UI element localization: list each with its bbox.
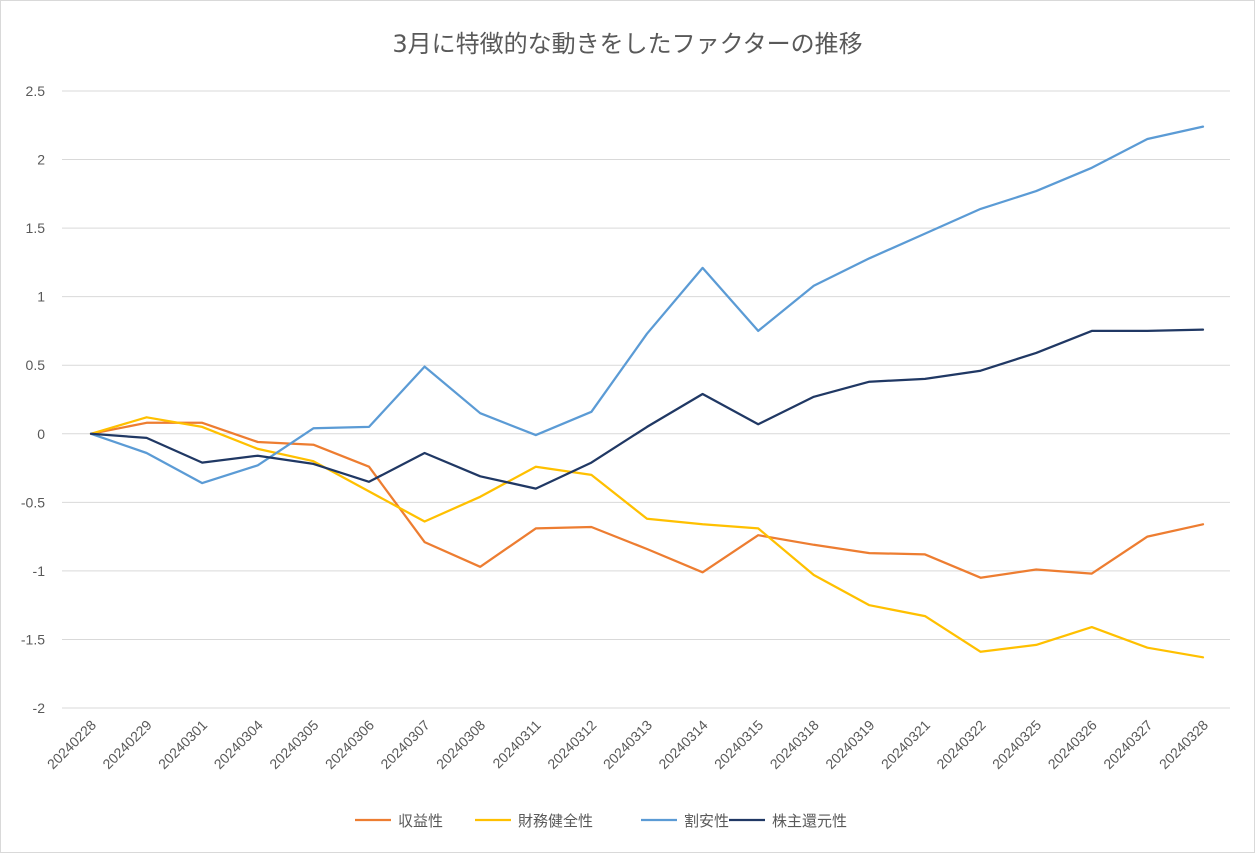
legend-label: 割安性 (684, 812, 729, 830)
x-tick-label: 20240321 (878, 717, 934, 773)
chart-title: 3月に特徴的な動きをしたファクターの推移 (392, 30, 863, 58)
x-tick-label: 20240306 (322, 717, 378, 773)
legend-label: 財務健全性 (518, 812, 593, 830)
y-tick-label: 0.5 (26, 357, 46, 373)
x-tick-label: 20240228 (44, 717, 100, 773)
x-tick-label: 20240301 (155, 717, 211, 773)
x-tick-label: 20240327 (1100, 717, 1156, 773)
y-tick-label: -1 (33, 563, 46, 579)
y-axis-ticks: 2.5 2 1.5 1 0.5 0 -0.5 -1 -1.5 -2 (21, 83, 45, 716)
x-tick-label: 20240304 (211, 717, 267, 773)
series-line (89, 421, 1205, 579)
series-line (89, 328, 1205, 490)
y-tick-label: 2 (37, 152, 45, 168)
legend-label: 収益性 (398, 812, 443, 830)
x-tick-label: 20240308 (433, 717, 489, 773)
series-line (89, 416, 1205, 659)
x-tick-label: 20240307 (377, 717, 433, 773)
y-tick-label: -2 (33, 700, 46, 716)
x-tick-label: 20240229 (99, 717, 155, 773)
y-tick-label: 0 (37, 426, 45, 442)
gridlines (62, 90, 1230, 709)
x-tick-label: 20240313 (600, 717, 656, 773)
legend: 収益性 財務健全性 割安性 株主還元性 (355, 812, 847, 830)
series-lines (89, 125, 1205, 659)
x-tick-label: 20240312 (544, 717, 600, 773)
x-tick-label: 20240305 (266, 717, 322, 773)
y-tick-label: 1 (37, 289, 45, 305)
y-tick-label: 2.5 (26, 83, 46, 99)
x-tick-label: 20240322 (933, 717, 989, 773)
x-tick-label: 20240315 (711, 717, 767, 773)
x-tick-label: 20240325 (989, 717, 1045, 773)
x-tick-label: 20240326 (1045, 717, 1101, 773)
legend-label: 株主還元性 (772, 812, 847, 830)
x-tick-label: 20240328 (1156, 717, 1212, 773)
series-line (89, 125, 1205, 485)
y-tick-label: -0.5 (21, 494, 45, 510)
x-tick-label: 20240319 (822, 717, 878, 773)
x-tick-label: 20240311 (489, 717, 544, 772)
y-tick-label: 1.5 (26, 220, 46, 236)
x-tick-label: 20240314 (655, 717, 711, 773)
y-tick-label: -1.5 (21, 631, 45, 647)
x-axis-ticks: 20240228 20240229 20240301 20240304 20240305… (44, 717, 1212, 773)
x-tick-label: 20240318 (767, 717, 823, 773)
